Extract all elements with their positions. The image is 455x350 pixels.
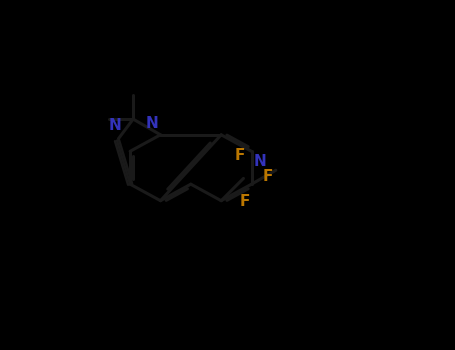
- Text: F: F: [240, 194, 250, 209]
- Text: F: F: [235, 148, 245, 163]
- Text: N: N: [146, 116, 158, 131]
- Text: F: F: [263, 169, 273, 184]
- Text: N: N: [253, 154, 267, 169]
- Text: N: N: [109, 118, 121, 133]
